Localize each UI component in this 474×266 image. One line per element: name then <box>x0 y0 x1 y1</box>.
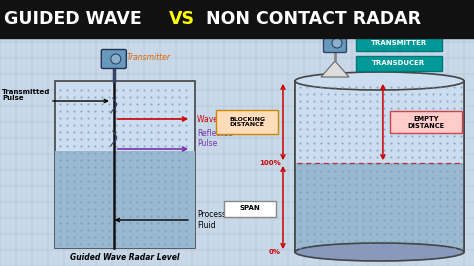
Text: 100%: 100% <box>259 160 281 166</box>
Bar <box>55 151 195 248</box>
Text: VS: VS <box>169 10 195 28</box>
Text: TRANSMITTER: TRANSMITTER <box>371 40 427 46</box>
Ellipse shape <box>295 72 464 90</box>
Text: Transmitted
Pulse: Transmitted Pulse <box>2 89 50 102</box>
Circle shape <box>332 38 342 48</box>
Bar <box>295 163 464 252</box>
Text: Guided Wave Radar Level: Guided Wave Radar Level <box>70 253 180 263</box>
FancyBboxPatch shape <box>356 35 443 51</box>
Text: Transmitter: Transmitter <box>127 52 171 61</box>
Text: SPAN: SPAN <box>240 205 260 211</box>
Text: Process
Fluid: Process Fluid <box>197 210 226 230</box>
FancyBboxPatch shape <box>216 110 278 134</box>
Text: TRANSDUCER: TRANSDUCER <box>373 60 426 66</box>
FancyBboxPatch shape <box>356 56 443 70</box>
FancyBboxPatch shape <box>323 35 346 52</box>
FancyBboxPatch shape <box>101 49 126 69</box>
Bar <box>55 81 195 248</box>
Ellipse shape <box>295 243 464 261</box>
Text: Wave Guide: Wave Guide <box>197 114 243 123</box>
Text: EMPTY
DISTANCE: EMPTY DISTANCE <box>407 115 445 128</box>
FancyBboxPatch shape <box>390 111 462 133</box>
Text: NON CONTACT RADAR: NON CONTACT RADAR <box>200 10 421 28</box>
Text: 0%: 0% <box>269 249 281 255</box>
Polygon shape <box>321 61 349 77</box>
FancyBboxPatch shape <box>224 201 276 217</box>
Text: GUIDED WAVE: GUIDED WAVE <box>4 10 142 28</box>
Bar <box>0 0 474 38</box>
Text: BLOCKING
DISTANCE: BLOCKING DISTANCE <box>229 117 265 127</box>
Text: Reflected
Pulse: Reflected Pulse <box>197 128 233 148</box>
Circle shape <box>111 54 121 64</box>
Bar <box>295 81 464 252</box>
